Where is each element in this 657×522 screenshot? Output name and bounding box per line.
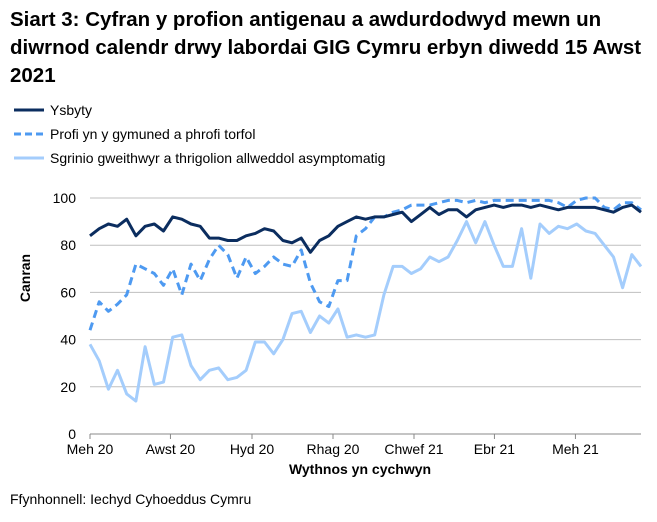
x-tick-label: Chwef 21	[384, 441, 443, 457]
legend-item-ysbyty: Ysbyty	[14, 100, 92, 120]
series-line-3	[88, 220, 643, 403]
chart-title: Siart 3: Cyfran y profion antigenau a aw…	[10, 8, 642, 87]
y-tick-label: 100	[53, 190, 77, 206]
x-tick-label: Meh 20	[67, 441, 114, 457]
series-line-1	[89, 203, 642, 254]
y-tick-label: 40	[60, 332, 76, 348]
legend-swatch-sgrinio	[14, 156, 44, 160]
legend-label: Sgrinio gweithwyr a thrigolion allweddol…	[50, 150, 386, 166]
y-tick-label: 80	[60, 237, 76, 253]
source-note: Ffynhonnell: Iechyd Cyhoeddus Cymru	[10, 491, 252, 507]
y-tick-label: 0	[68, 426, 76, 442]
y-tick-label: 20	[60, 379, 76, 395]
y-axis-label: Canran	[17, 254, 33, 302]
legend-label: Profi yn y gymuned a phrofi torfol	[50, 126, 256, 142]
x-tick-label: Awst 20	[146, 441, 196, 457]
legend-item-sgrinio: Sgrinio gweithwyr a thrigolion allweddol…	[14, 148, 385, 168]
x-tick-label: Rhag 20	[307, 441, 360, 457]
series-line-2	[88, 196, 642, 331]
legend-label: Ysbyty	[50, 102, 93, 118]
legend-swatch-ysbyty	[14, 108, 44, 112]
legend-swatch-profi	[14, 132, 44, 136]
y-tick-label: 60	[60, 284, 76, 300]
legend-item-profi: Profi yn y gymuned a phrofi torfol	[14, 124, 255, 144]
x-tick-label: Ebr 21	[474, 441, 515, 457]
x-tick-label: Hyd 20	[230, 441, 275, 457]
x-tick-label: Meh 21	[552, 441, 599, 457]
x-axis-label: Wythnos yn cychwyn	[289, 461, 431, 477]
